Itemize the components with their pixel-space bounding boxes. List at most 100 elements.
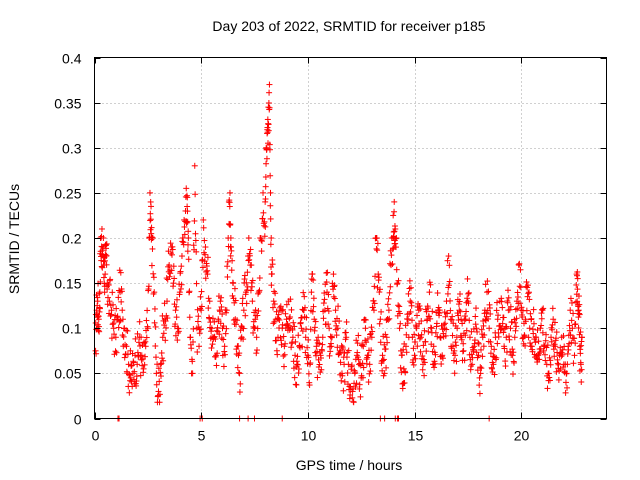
data-point <box>277 334 284 341</box>
y-tick-label: 0 <box>74 412 82 428</box>
data-point <box>382 331 389 338</box>
data-point <box>253 334 260 341</box>
data-point <box>175 328 182 335</box>
data-point <box>192 237 199 244</box>
data-point <box>368 347 375 354</box>
data-point <box>332 307 339 314</box>
data-point <box>307 326 314 333</box>
data-point <box>373 245 380 252</box>
data-point <box>388 262 395 269</box>
data-point <box>341 350 348 357</box>
data-point <box>231 285 238 292</box>
x-axis-ticks: 0 5 10 15 20 <box>92 57 529 444</box>
data-point <box>132 335 139 342</box>
data-point <box>511 334 518 341</box>
data-point <box>457 332 464 339</box>
data-point <box>338 377 345 384</box>
data-point <box>493 299 500 306</box>
data-point <box>162 337 169 344</box>
data-point <box>429 308 436 315</box>
data-point <box>222 330 229 337</box>
data-point <box>485 288 492 295</box>
data-point <box>325 291 332 298</box>
data-point <box>433 320 440 327</box>
data-point <box>262 195 269 202</box>
data-point <box>100 274 107 281</box>
data-point <box>391 198 398 205</box>
data-point <box>112 348 119 355</box>
data-point <box>438 360 445 367</box>
data-point <box>144 307 151 314</box>
data-point <box>522 318 529 325</box>
data-point <box>422 338 429 345</box>
data-point <box>432 351 439 358</box>
data-point <box>205 305 212 312</box>
data-point <box>236 370 243 377</box>
data-point <box>461 313 468 320</box>
data-point <box>298 325 305 332</box>
data-point <box>577 350 584 357</box>
data-point <box>192 230 199 237</box>
data-point <box>578 379 585 386</box>
data-point <box>213 362 220 369</box>
data-point <box>178 281 185 288</box>
data-point <box>523 278 530 285</box>
data-point <box>96 290 103 297</box>
data-point <box>383 334 390 341</box>
data-point <box>530 330 537 337</box>
data-point <box>204 254 211 261</box>
data-point <box>278 307 285 314</box>
data-point <box>345 347 352 354</box>
data-point <box>571 335 578 342</box>
data-point <box>202 251 209 258</box>
data-point <box>269 261 276 268</box>
data-point <box>134 361 141 368</box>
data-point <box>256 274 263 281</box>
data-point <box>456 298 463 305</box>
data-point <box>426 289 433 296</box>
data-point <box>181 223 188 230</box>
data-point <box>354 349 361 356</box>
data-point <box>304 344 311 351</box>
data-point <box>280 353 287 360</box>
data-point <box>498 325 505 332</box>
data-point <box>253 350 260 357</box>
data-point <box>237 380 244 387</box>
data-point <box>395 277 402 284</box>
data-point <box>295 366 302 373</box>
data-point <box>576 311 583 318</box>
data-point <box>512 327 519 334</box>
data-point <box>406 285 413 292</box>
data-point <box>549 305 556 312</box>
data-point <box>377 316 384 323</box>
data-point <box>570 310 577 317</box>
data-point <box>153 381 160 388</box>
data-point <box>268 235 275 241</box>
data-point <box>97 305 104 312</box>
data-point <box>343 318 350 325</box>
data-point <box>378 308 385 315</box>
data-point <box>200 216 207 223</box>
data-point <box>152 343 159 350</box>
data-point <box>281 363 288 370</box>
data-point <box>390 212 397 219</box>
data-point <box>147 216 154 223</box>
data-point <box>368 324 375 331</box>
data-point <box>196 343 203 350</box>
data-point <box>176 289 183 296</box>
data-point <box>156 399 163 406</box>
data-point <box>223 325 230 332</box>
data-point <box>345 361 352 368</box>
data-point <box>119 316 126 323</box>
data-point <box>314 339 321 346</box>
data-point <box>503 323 510 330</box>
data-point <box>329 333 336 340</box>
data-point <box>117 269 124 276</box>
data-point <box>340 387 347 394</box>
data-point <box>188 345 195 352</box>
data-point <box>155 388 162 395</box>
data-point <box>312 318 319 325</box>
data-point <box>535 338 542 345</box>
data-point <box>334 344 341 351</box>
